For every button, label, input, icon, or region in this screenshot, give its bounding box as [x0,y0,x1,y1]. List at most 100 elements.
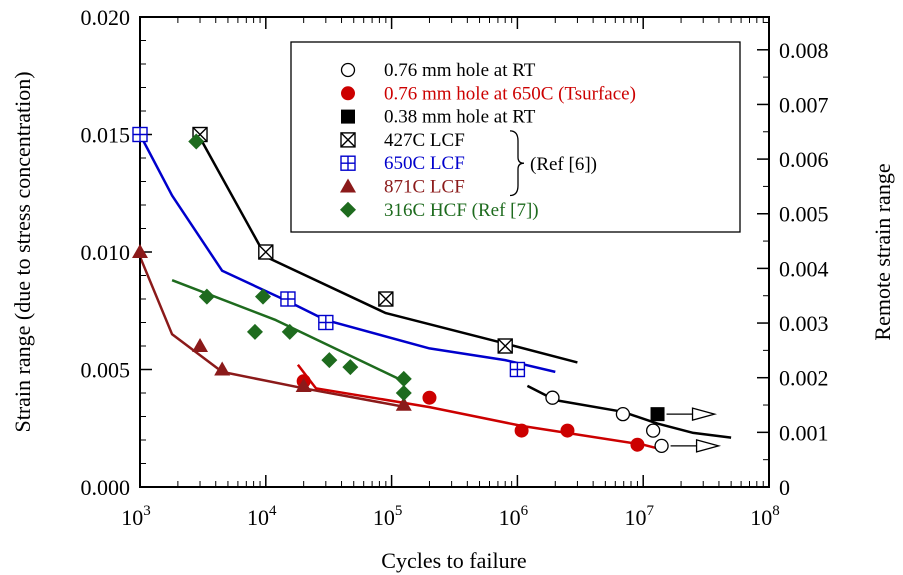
legend-label: 0.76 mm hole at 650C (Tsurface) [384,83,636,104]
data-markers [132,126,722,454]
point-650c-lcf [280,291,296,307]
marker-shape [545,390,560,405]
y2-tick-label: 0.007 [779,92,829,117]
legend-entry: 0.76 mm hole at RT [340,60,536,81]
marker-shape [214,361,231,376]
marker-cross [318,315,333,330]
legend-label: 871C LCF [384,177,465,198]
x-tick-label: 106 [499,503,529,530]
y-tick-label: 0.005 [81,358,131,383]
marker-cross [280,292,295,306]
y-axis-label: Strain range (due to stress concentratio… [10,71,35,432]
legend-label: 427C LCF [384,130,465,151]
marker-shape [341,86,355,101]
x-tick-label: 103 [121,503,151,530]
point-427c-lcf [497,338,513,354]
marker-shape [246,323,263,340]
point-316c-hcf-ref-7 [281,323,298,340]
point-650c-lcf [318,314,334,331]
x-tick-label: 108 [750,503,780,530]
trend-line [296,364,662,451]
marker-shape [340,62,356,78]
y2-tick-label: 0.005 [779,202,829,227]
point-650c-lcf [509,361,526,378]
trend-line [138,133,556,374]
legend: 0.76 mm hole at RT0.76 mm hole at 650C (… [290,41,741,233]
y-tick-label: 0.015 [81,123,131,148]
legend-marker [341,86,355,101]
marker-shape [295,377,312,392]
y2-tick-label: 0.006 [779,147,829,172]
marker-cross [510,362,525,377]
point-316c-hcf-ref-7 [254,288,271,305]
marker-shape [395,396,412,411]
marker-shape [630,437,645,452]
point-316c-hcf-ref-7 [321,352,338,369]
y2-tick-label: 0.008 [779,38,829,63]
marker-shape [395,370,412,387]
legend-entry: 427C LCF [340,130,465,151]
marker-shape [654,438,669,454]
marker-shape [321,352,338,369]
legend-label: 0.76 mm hole at RT [384,60,536,81]
legend-marker [341,109,355,124]
point-871c-lcf [395,396,412,411]
legend-entry: 0.38 mm hole at RT [341,107,536,128]
x-tick-label: 107 [624,503,654,530]
point-316c-hcf-ref-7 [342,359,359,376]
marker-shape [188,133,205,150]
point-871c-lcf [214,361,231,376]
y2-axis-label: Remote strain range [870,163,895,340]
marker-shape [422,390,437,405]
y-tick-label: 0.000 [81,475,131,500]
y2-tick-label: 0.004 [779,256,829,281]
marker-shape [341,109,355,124]
point-0-76-mm-hole-at-rt [545,390,560,405]
x-axis-label: Cycles to failure [381,548,526,573]
legend-marker [340,201,356,218]
marker-shape [281,323,298,340]
legend-entry: 0.76 mm hole at 650C (Tsurface) [341,83,636,104]
point-316c-hcf-ref-7 [188,133,205,150]
runout-arrow-head [691,407,718,422]
y2-tick-label: 0.001 [779,420,829,445]
legend-label: 316C HCF (Ref [7]) [384,200,539,221]
marker-shape [340,178,356,193]
marker-cross [258,244,274,260]
legend-marker [340,178,356,193]
ref-bracket [509,130,525,197]
legend-label: 0.38 mm hole at RT [384,107,536,128]
point-316c-hcf-ref-7 [246,323,263,340]
runout-arrow-head [695,439,722,453]
point-316c-hcf-ref-7 [198,288,215,305]
point-0-76-mm-hole-at-rt [654,438,669,454]
marker-shape [192,338,209,352]
y2-tick-label: 0.002 [779,366,829,391]
legend-entry: 871C LCF [340,177,465,198]
legend-label: 650C LCF [384,153,465,174]
y-tick-label: 0.020 [81,5,131,30]
axis-ticks: 103 104 105 106 107 108 0.000 0.005 0.010 0.015 0.… [81,5,829,530]
marker-cross [341,156,355,171]
point-0-76-mm-hole-at-650c-tsurface [560,423,575,438]
x-tick-label: 105 [373,503,403,530]
marker-cross [378,291,394,307]
marker-shape [342,359,359,376]
point-871c-lcf [192,338,209,352]
x-tick-label: 104 [247,503,277,530]
runout-arrow [666,407,718,422]
point-0-76-mm-hole-at-650c-tsurface [514,423,529,438]
point-0-76-mm-hole-at-650c-tsurface [422,390,437,405]
y-tick-label: 0.010 [81,240,131,265]
marker-shape [514,423,529,438]
legend-marker [340,155,356,171]
ref-bracket-label: (Ref [6]) [530,154,597,175]
legend-marker [340,132,356,148]
marker-shape [615,406,631,422]
point-316c-hcf-ref-7 [395,370,412,387]
point-871c-lcf [132,244,148,258]
point-427c-lcf [258,244,274,260]
marker-cross [497,338,513,354]
runout-arrow [670,439,722,453]
